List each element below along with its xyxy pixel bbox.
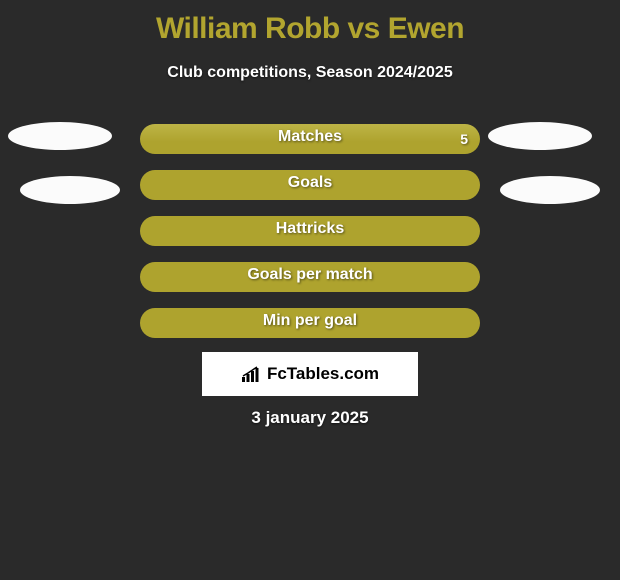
stat-bar: [140, 124, 480, 154]
stat-bar: [140, 216, 480, 246]
player-marker: [20, 176, 120, 204]
player-marker: [488, 122, 592, 150]
date-text: 3 january 2025: [0, 408, 620, 428]
logo-text: FcTables.com: [241, 364, 379, 384]
stat-value-right: 5: [460, 131, 468, 147]
comparison-infographic: William Robb vs Ewen Club competitions, …: [0, 0, 620, 580]
player-marker: [8, 122, 112, 150]
stat-row-hattricks: Hattricks: [0, 212, 620, 258]
chart-area: Matches 5 Goals Hattricks Goals per matc…: [0, 120, 620, 350]
player-marker: [500, 176, 600, 204]
stat-row-min-per-goal: Min per goal: [0, 304, 620, 350]
stat-bar: [140, 262, 480, 292]
page-title: William Robb vs Ewen: [0, 0, 620, 46]
branding-logo: FcTables.com: [202, 352, 418, 396]
stat-bar: [140, 308, 480, 338]
stat-row-goals-per-match: Goals per match: [0, 258, 620, 304]
chart-icon: [241, 365, 263, 383]
logo-label: FcTables.com: [267, 364, 379, 384]
page-subtitle: Club competitions, Season 2024/2025: [0, 64, 620, 82]
stat-bar: [140, 170, 480, 200]
